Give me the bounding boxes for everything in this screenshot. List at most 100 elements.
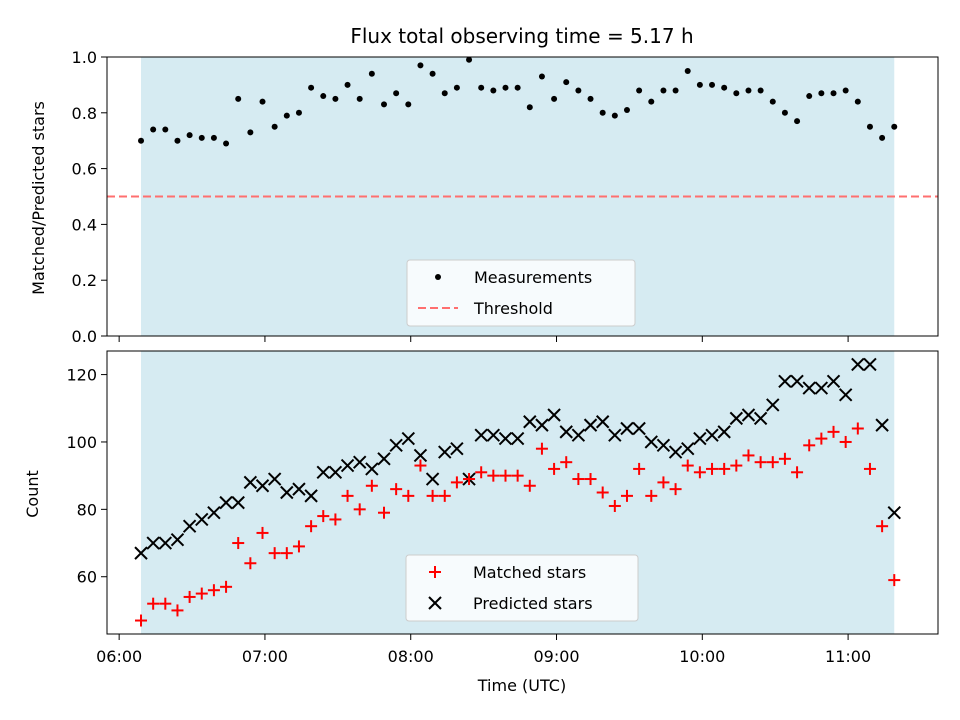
predicted-star-point: [146, 536, 160, 550]
predicted-star-point: [620, 421, 634, 436]
measurement-point: [721, 84, 728, 91]
x-tick-label: 06:00: [96, 647, 142, 666]
count-y-tick-label: 80: [77, 500, 97, 519]
x-tick-label: 09:00: [533, 647, 579, 666]
measurement-point: [198, 134, 205, 141]
predicted-star-point: [486, 428, 501, 442]
measurement-point: [806, 93, 813, 100]
ratio-y-tick-label: 0.6: [72, 160, 97, 179]
ratio-y-tick-label: 0.8: [72, 104, 97, 123]
measurement-point: [599, 109, 606, 116]
x-tick-label: 11:00: [825, 647, 871, 666]
measurement-point: [757, 87, 764, 94]
matched-star-point: [463, 473, 476, 486]
measurement-point: [405, 101, 412, 108]
measurement-point: [514, 84, 521, 91]
predicted-star-point: [656, 438, 671, 453]
matched-star-point: [487, 469, 500, 482]
matched-star-point: [402, 489, 415, 502]
predicted-star-point: [413, 448, 428, 463]
predicted-star-point: [705, 428, 719, 442]
measurement-point: [223, 140, 230, 147]
matched-star-point: [378, 506, 390, 519]
matched-star-point: [535, 442, 548, 455]
matched-star-point: [475, 466, 488, 479]
predicted-star-point: [790, 374, 804, 389]
ratio-panel: 0.0 0.2 0.4 0.6 0.8 1.0 Flux total observing …: [29, 24, 939, 346]
matched-star-point: [438, 489, 451, 502]
measurement-point: [830, 90, 837, 97]
matched-star-point: [657, 476, 670, 489]
matched-star-point: [341, 489, 354, 502]
ratio-y-tick-label: 0.0: [72, 327, 97, 346]
predicted-star-point: [741, 408, 756, 422]
predicted-star-point: [814, 381, 829, 395]
matched-star-point: [268, 547, 281, 560]
measurement-point: [283, 112, 290, 119]
matched-star-point: [827, 425, 840, 438]
predicted-star-point: [316, 465, 330, 479]
legend-predicted-marker: [428, 596, 442, 610]
predicted-star-point: [401, 431, 416, 446]
count-y-tick-label: 60: [77, 568, 97, 587]
count-panel: 60 80 100 120 06:00 07:00 08:00 09:00 10:00 11:0…: [23, 350, 939, 695]
matched-star-point: [876, 520, 889, 533]
legend-predicted-label: Predicted stars: [473, 594, 593, 613]
matched-star-point: [183, 590, 196, 603]
matched-star-point: [292, 540, 305, 553]
predicted-star-point: [255, 479, 270, 493]
matched-star-markers: [135, 422, 901, 627]
measurement-point: [745, 87, 752, 94]
predicted-star-point: [340, 458, 355, 473]
measurement-point: [247, 129, 254, 136]
predicted-star-point: [559, 425, 573, 439]
measurement-point: [611, 112, 618, 119]
matched-star-point: [220, 580, 233, 593]
measurement-point: [320, 93, 327, 100]
matched-star-point: [706, 462, 719, 475]
measurement-point: [879, 134, 886, 141]
measurement-point: [210, 134, 217, 141]
predicted-star-point: [243, 475, 258, 490]
predicted-star-point: [219, 495, 233, 510]
measurement-point: [587, 95, 594, 102]
matched-star-point: [596, 486, 609, 499]
predicted-star-point: [195, 512, 209, 527]
measurement-point: [186, 132, 193, 139]
predicted-star-point: [304, 489, 318, 503]
matched-star-point: [888, 574, 901, 587]
matched-star-point: [159, 597, 172, 610]
x-tick-label: 08:00: [388, 647, 434, 666]
predicted-star-point: [851, 357, 865, 372]
matched-star-point: [414, 459, 427, 472]
legend-threshold-label: Threshold: [473, 299, 553, 318]
x-tick-label: 10:00: [679, 647, 725, 666]
measurement-point: [429, 70, 436, 77]
matched-star-point: [426, 489, 439, 502]
predicted-star-point: [838, 388, 853, 402]
measurement-point: [794, 118, 801, 125]
matched-star-point: [280, 547, 293, 560]
predicted-star-point: [826, 374, 841, 389]
matched-star-point: [572, 473, 585, 486]
predicted-star-point: [170, 532, 185, 547]
predicted-star-point: [474, 428, 488, 442]
predicted-star-point: [571, 428, 586, 442]
matched-star-point: [511, 469, 524, 482]
ratio-y-tick-label: 1.0: [72, 48, 97, 67]
predicted-star-point: [766, 398, 780, 412]
predicted-star-point: [438, 445, 452, 459]
chart-title: Flux total observing time = 5.17 h: [350, 24, 693, 48]
matched-star-point: [207, 584, 220, 597]
measurement-point: [466, 56, 473, 63]
measurement-point: [769, 98, 776, 105]
predicted-star-point: [753, 411, 768, 426]
predicted-star-point: [280, 485, 294, 500]
predicted-star-point: [377, 452, 391, 466]
predicted-star-point: [681, 441, 695, 456]
matched-star-point: [232, 537, 245, 550]
matched-star-point: [608, 499, 621, 512]
matched-star-point: [365, 479, 378, 492]
predicted-star-point: [802, 381, 816, 395]
matched-star-point: [560, 456, 573, 469]
